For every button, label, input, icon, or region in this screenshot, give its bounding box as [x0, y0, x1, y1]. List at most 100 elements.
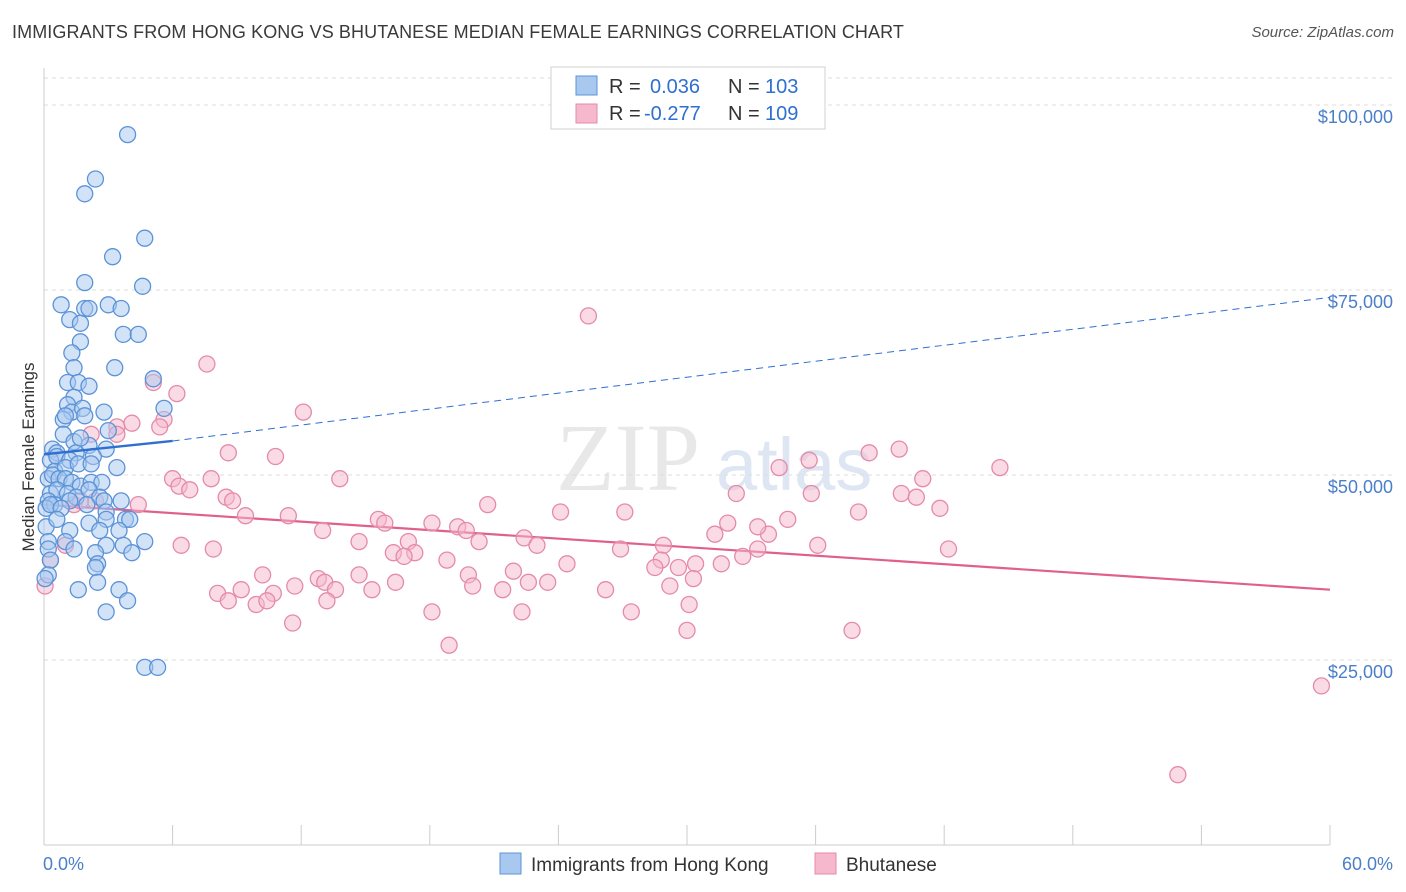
- hong-kong-point-4: [103, 248, 122, 266]
- gridlines: [44, 77, 1395, 661]
- bhutanese-point-89: [232, 581, 250, 599]
- bhutanese-point-3: [168, 384, 186, 403]
- bhutanese-point-50: [779, 510, 797, 529]
- hong-kong-point-89: [123, 544, 141, 562]
- bhutanese-point-17: [991, 458, 1009, 477]
- bhutanese-point-77: [504, 562, 523, 580]
- hong-kong-point-90: [41, 551, 60, 569]
- legend-r-label-blue: R =: [609, 76, 641, 98]
- bhutanese-point-29: [479, 495, 497, 514]
- bhutanese-point-15: [890, 440, 908, 458]
- bhutanese-point-104: [843, 621, 861, 640]
- trend-lines: [43, 296, 1331, 591]
- hong-kong-trend-extension: [172, 296, 1331, 442]
- bhutanese-point-12: [266, 447, 285, 466]
- bhutanese-point-74: [253, 566, 272, 584]
- legend-r-value-blue: 0.036: [650, 76, 700, 98]
- y-tick-label-0: $25,000: [1328, 662, 1393, 682]
- series-legend: Immigrants from Hong Kong Bhutanese: [499, 852, 937, 876]
- bhutanese-point-55: [172, 536, 190, 554]
- hong-kong-point-47: [82, 455, 100, 473]
- bhutanese-point-38: [236, 507, 255, 525]
- bhutanese-point-53: [350, 532, 368, 551]
- hong-kong-point-29: [56, 407, 75, 425]
- bhutanese-point-75: [350, 566, 368, 584]
- bhutanese-point-73: [712, 555, 730, 573]
- hong-kong-point-22: [80, 377, 98, 395]
- bhutanese-point-86: [661, 577, 679, 595]
- hong-kong-point-85: [136, 532, 154, 551]
- hong-kong-point-11: [112, 299, 130, 318]
- bhutanese-point-14: [860, 444, 878, 462]
- legend-n-label-blue: N =: [728, 76, 760, 98]
- legend-n-label-pink: N =: [728, 103, 760, 125]
- bhutanese-point-57: [528, 536, 546, 554]
- bhutanese-point-80: [386, 573, 405, 591]
- hong-kong-point-15: [129, 325, 147, 344]
- bhutanese-point-28: [129, 495, 147, 514]
- bhutanese-point-6: [123, 414, 141, 432]
- bhutanese-point-16: [770, 458, 788, 477]
- hong-kong-point-14: [114, 325, 132, 344]
- hong-kong-point-5: [76, 273, 94, 292]
- legend-n-value-pink: 109: [765, 103, 798, 125]
- bhutanese-point-48: [706, 525, 724, 543]
- bhutanese-point-81: [464, 577, 482, 595]
- legend-r-label-pink: R =: [609, 103, 641, 125]
- bhutanese-point-37: [551, 503, 570, 521]
- bhutanese-point-99: [513, 603, 531, 621]
- hong-kong-point-9: [80, 299, 98, 318]
- legend-n-value-blue: 103: [765, 76, 798, 98]
- y-axis-title: Median Female Earnings: [19, 363, 38, 552]
- bhutanese-point-7: [151, 418, 169, 436]
- bhutanese-point-61: [749, 540, 767, 558]
- bottom-legend-label-pink: Bhutanese: [846, 855, 937, 876]
- bhutanese-point-105: [440, 636, 458, 654]
- bhutanese-point-5: [294, 403, 312, 421]
- source-credit: Source: ZipAtlas.com: [1251, 24, 1394, 41]
- bhutanese-point-68: [558, 555, 576, 573]
- hong-kong-point-95: [69, 581, 87, 599]
- bhutanese-point-66: [395, 547, 413, 566]
- bhutanese-point-34: [931, 499, 949, 517]
- hong-kong-point-102: [48, 510, 66, 529]
- bhutanese-point-56: [204, 540, 222, 558]
- bhutanese-point-100: [622, 603, 640, 621]
- bhutanese-point-107: [1169, 766, 1187, 784]
- bhutanese-point-49: [749, 518, 767, 536]
- hong-kong-point-6: [133, 277, 152, 295]
- bhutanese-point-46: [719, 514, 737, 532]
- hong-kong-point-32: [76, 407, 94, 425]
- bhutanese-point-70: [686, 555, 705, 573]
- hong-kong-points: [36, 125, 173, 677]
- hong-kong-point-0: [118, 125, 137, 144]
- bhutanese-point-87: [684, 569, 703, 588]
- legend-swatch-blue: [575, 75, 598, 96]
- hong-kong-point-98: [97, 603, 115, 621]
- hong-kong-point-97: [118, 592, 137, 610]
- bhutanese-point-59: [654, 536, 673, 554]
- hong-kong-point-87: [65, 540, 83, 558]
- bhutanese-point-60: [734, 547, 752, 566]
- bhutanese-point-97: [318, 592, 336, 610]
- bhutanese-point-102: [283, 614, 302, 632]
- hong-kong-point-78: [91, 521, 109, 540]
- bhutanese-point-62: [809, 536, 827, 554]
- bhutanese-point-23: [181, 481, 199, 499]
- bhutanese-point-18: [914, 470, 932, 488]
- bhutanese-point-52: [470, 532, 488, 551]
- bottom-legend-swatch-pink: [814, 852, 837, 875]
- y-tick-label-3: $100,000: [1318, 107, 1393, 127]
- bhutanese-point-67: [438, 551, 456, 569]
- hong-kong-trend-line: [43, 439, 173, 456]
- bhutanese-point-32: [892, 484, 910, 503]
- bhutanese-point-98: [423, 603, 441, 621]
- bhutanese-point-45: [313, 521, 332, 540]
- bhutanese-point-36: [616, 503, 634, 521]
- hong-kong-point-2: [76, 185, 94, 203]
- bhutanese-point-42: [423, 514, 441, 532]
- y-tick-label-2: $75,000: [1328, 292, 1393, 312]
- correlation-legend: R = 0.036 N = 103 R = -0.277 N = 109: [550, 66, 826, 130]
- hong-kong-point-104: [99, 421, 117, 440]
